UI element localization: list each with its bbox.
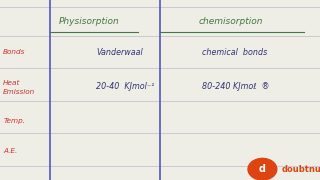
Text: Physisorption: Physisorption <box>59 17 120 26</box>
Text: Vanderwaal: Vanderwaal <box>96 48 143 57</box>
Text: Heat: Heat <box>3 80 20 86</box>
Text: Temp.: Temp. <box>3 118 25 124</box>
Text: d: d <box>259 164 266 174</box>
Text: chemisorption: chemisorption <box>198 17 263 26</box>
Text: doubtnut: doubtnut <box>282 165 320 174</box>
Text: Emission: Emission <box>3 89 36 95</box>
Text: 80-240 KJmoℓ  ®: 80-240 KJmoℓ ® <box>202 82 269 91</box>
Text: chemical  bonds: chemical bonds <box>202 48 267 57</box>
Ellipse shape <box>248 158 277 180</box>
Text: 20-40  KJmol⁻¹: 20-40 KJmol⁻¹ <box>96 82 154 91</box>
Text: A.E.: A.E. <box>3 148 18 154</box>
Text: Bonds: Bonds <box>3 49 26 55</box>
